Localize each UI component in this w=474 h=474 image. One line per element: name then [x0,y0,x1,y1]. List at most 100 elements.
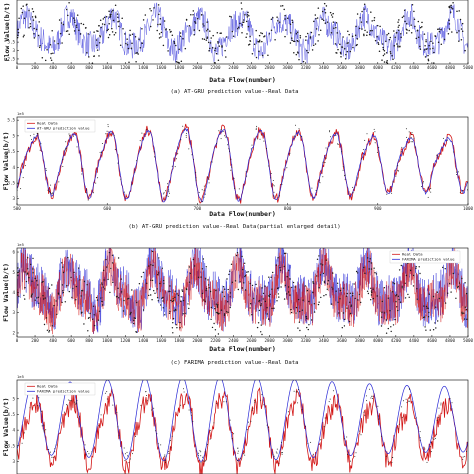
data-point [73,271,75,274]
data-point [237,460,238,461]
data-point [323,295,325,297]
data-point [279,267,281,269]
data-point [126,44,129,46]
data-point [154,156,155,158]
data-point [39,45,41,47]
data-point [194,265,196,267]
data-point [99,19,102,22]
data-point [408,397,410,399]
data-point [163,192,165,194]
data-point [261,32,264,35]
data-point [401,146,403,148]
data-point [49,451,51,453]
x-tick-label: 1000 [102,338,113,343]
data-point [206,21,208,23]
data-point [371,29,373,32]
data-point [250,420,252,422]
y-axis-label: Flow Value(b/t) [2,263,10,322]
data-point [98,310,101,312]
data-point [61,42,63,44]
data-point [160,304,162,306]
data-point [93,55,95,57]
data-point [206,30,208,32]
data-point [335,22,338,24]
data-point [95,182,97,184]
data-point [397,295,399,297]
data-point [297,298,300,301]
data-point [298,128,300,130]
x-tick-label: 1400 [138,338,149,343]
data-point [241,8,243,10]
data-point [249,35,251,38]
data-point [430,191,432,193]
data-point [170,447,172,449]
data-point [78,29,80,32]
data-point [68,33,70,36]
data-point [397,21,399,23]
data-point [130,47,133,49]
x-tick-label: 1000 [463,206,474,211]
data-point [374,131,376,133]
data-point [324,8,326,11]
x-tick-label: 1800 [174,338,185,343]
data-point [368,33,371,36]
data-point [55,444,57,446]
x-tick-label: 2400 [228,338,239,343]
data-point [203,189,205,191]
data-point [188,281,191,283]
data-point [281,453,283,455]
data-point [129,313,131,316]
data-point [171,165,173,167]
data-point [329,130,331,132]
data-point [100,26,102,29]
data-point [182,299,185,302]
data-point [159,282,161,285]
data-point [203,185,205,187]
data-point [371,291,373,294]
data-point [397,170,399,172]
data-point [325,5,328,7]
data-point [180,404,182,406]
data-point [152,264,154,267]
data-point [386,34,388,36]
data-point [424,45,426,47]
data-point [275,264,277,266]
data-point [332,21,335,23]
data-point [438,297,440,300]
data-point [298,321,301,323]
y-tick-label: 5 [12,396,15,401]
x-tick-label: 0 [16,65,19,70]
data-point [305,39,307,41]
data-point [172,317,175,320]
data-point [432,42,434,44]
data-point [216,312,219,314]
data-point [51,325,53,327]
data-point [423,181,424,183]
data-point [29,407,31,409]
data-point [348,320,351,323]
data-point [403,9,406,11]
data-point [102,18,105,20]
data-point [225,136,227,138]
y-tick-label: 5 [12,133,15,138]
data-point [272,184,274,186]
data-point [443,38,446,41]
data-point [463,312,465,314]
data-point [356,13,359,15]
data-point [235,254,238,257]
data-point [112,19,115,22]
data-point [76,146,78,148]
data-point [332,390,334,392]
data-point [321,18,324,20]
data-point [408,400,410,402]
data-point [343,438,345,440]
data-point [38,21,40,23]
data-point [161,267,163,269]
data-point [372,288,374,290]
data-point [246,16,249,18]
data-point [134,317,136,319]
data-point [413,18,416,20]
data-point [378,147,380,149]
data-point [60,22,63,24]
data-point [377,43,380,46]
